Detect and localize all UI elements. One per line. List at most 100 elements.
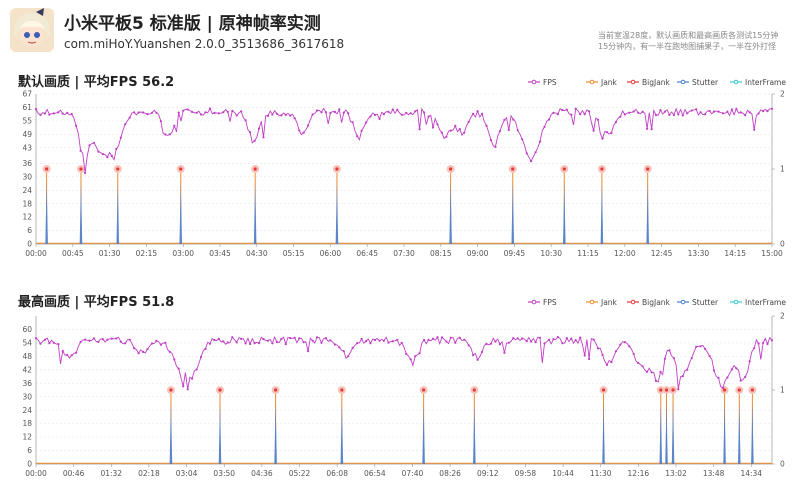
fps-point (646, 370, 649, 373)
fps-point (195, 368, 198, 371)
fps-point (677, 113, 680, 116)
fps-point (231, 336, 234, 339)
fps-point (699, 111, 702, 114)
fps-point (770, 107, 774, 110)
y-right-tick-label: 1 (780, 386, 785, 395)
x-tick-label: 11:15 (577, 249, 599, 258)
y-tick-label: 36 (22, 159, 32, 168)
stutter-spike (218, 401, 222, 464)
fps-point (253, 342, 256, 345)
fps-point (463, 131, 466, 134)
fps-point (659, 109, 662, 112)
stutter-spike (602, 401, 605, 464)
fps-point (280, 114, 283, 117)
fps-point (708, 109, 711, 113)
fps-point (579, 336, 582, 339)
stutter-spike (116, 181, 120, 244)
fps-point (70, 354, 73, 357)
legend-marker (630, 299, 636, 305)
fps-point (534, 151, 537, 154)
fps-point (436, 336, 439, 339)
legend-marker (680, 79, 686, 85)
fps-point (538, 336, 542, 339)
x-tick-label: 05:22 (289, 469, 311, 478)
legend-item: Stutter (677, 78, 719, 87)
fps-point (142, 111, 145, 114)
fps-point (677, 388, 680, 391)
fps-point (436, 123, 439, 126)
fps-point (199, 355, 203, 359)
legend-item: BigJank (627, 298, 671, 307)
x-tick-label: 00:46 (63, 469, 85, 478)
stutter-spike (659, 401, 663, 464)
package-version: com.miHoY.Yuanshen 2.0.0_3513686_3617618 (64, 37, 345, 51)
fps-point (249, 131, 252, 134)
fps-point (66, 111, 69, 114)
stutter-spike (274, 401, 277, 464)
jank-marker (600, 167, 604, 171)
y-tick-label: 18 (22, 199, 32, 208)
stutter-spike (473, 401, 476, 464)
fps-point (213, 339, 216, 342)
fps-point (329, 339, 332, 342)
fps-point (235, 341, 238, 344)
x-tick-label: 02:18 (138, 469, 160, 478)
fps-point (199, 113, 203, 116)
fps-point (159, 120, 162, 123)
fps-point (481, 350, 484, 353)
fps-point (373, 338, 377, 342)
fps-point (588, 110, 591, 113)
fps-point (396, 338, 399, 341)
jank-marker (218, 388, 222, 392)
x-tick-label: 10:30 (540, 249, 562, 258)
x-tick-label: 09:58 (515, 469, 537, 478)
fps-point (637, 111, 640, 114)
fps-point (686, 112, 689, 115)
x-tick-label: 03:50 (213, 469, 235, 478)
fps-point (79, 340, 82, 344)
fps-point (717, 110, 720, 113)
y-tick-label: 24 (22, 406, 32, 415)
fps-point (137, 352, 140, 355)
y-tick-label: 67 (22, 90, 32, 99)
x-tick-label: 05:15 (283, 249, 305, 258)
fps-point (289, 337, 292, 340)
fps-point (70, 112, 73, 116)
legend-marker (733, 79, 739, 85)
fps-point (570, 337, 573, 340)
fps-point (628, 111, 631, 114)
fps-point (730, 108, 734, 111)
fps-point (570, 113, 573, 116)
x-tick-label: 12:45 (651, 249, 673, 258)
fps-point (307, 124, 310, 127)
test-note-line: 15分钟内，有一半在跑地图捕果子，一半在外打怪 (598, 42, 777, 51)
fps-point (423, 338, 426, 342)
jank-marker (601, 388, 606, 392)
fps-point (735, 367, 738, 370)
stutter-spike (340, 401, 344, 464)
stutter-spike (511, 181, 515, 244)
fps-point (226, 341, 229, 344)
x-tick-label: 02:15 (136, 249, 158, 258)
chart-title: 默认画质 | 平均FPS 56.2 (18, 74, 174, 90)
header: 小米平板5 标准版 | 原神帧率实测 com.miHoY.Yuanshen 2.… (0, 0, 800, 68)
fps-point (342, 111, 345, 114)
legend-marker (630, 79, 636, 85)
fps-point (119, 136, 122, 139)
jank-marker (253, 167, 257, 171)
y-tick-label: 0 (27, 460, 32, 469)
y-tick-label: 12 (22, 433, 32, 442)
fps-point (280, 337, 283, 341)
legend-item: Jank (586, 298, 618, 307)
fps-point (556, 336, 560, 339)
fps-point (262, 338, 265, 341)
fps-point (92, 337, 96, 340)
fps-point (668, 349, 671, 352)
fps-point (57, 111, 60, 114)
fps-point (48, 342, 51, 345)
x-tick-label: 09:12 (477, 469, 499, 478)
fps-point (52, 112, 55, 115)
jank-marker (116, 167, 120, 171)
jank-marker (335, 167, 339, 171)
fps-point (133, 347, 136, 350)
